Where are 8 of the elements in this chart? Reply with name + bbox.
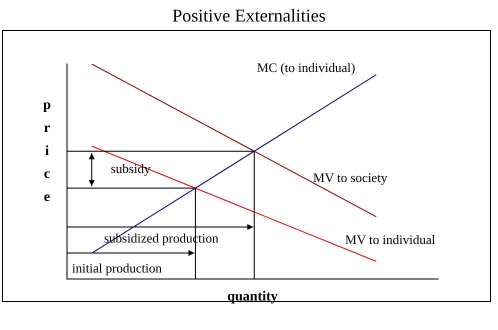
series-label: MV to society — [313, 170, 388, 186]
chart-title: Positive Externalities — [172, 6, 326, 26]
y-axis-title: price — [43, 98, 52, 206]
series-label: MV to individual — [345, 232, 436, 247]
x-axis-title: quantity — [227, 290, 278, 305]
series-label: MC (to individual) — [256, 60, 356, 76]
annotation: subsidy — [110, 161, 151, 176]
annotation: initial production — [72, 260, 162, 276]
